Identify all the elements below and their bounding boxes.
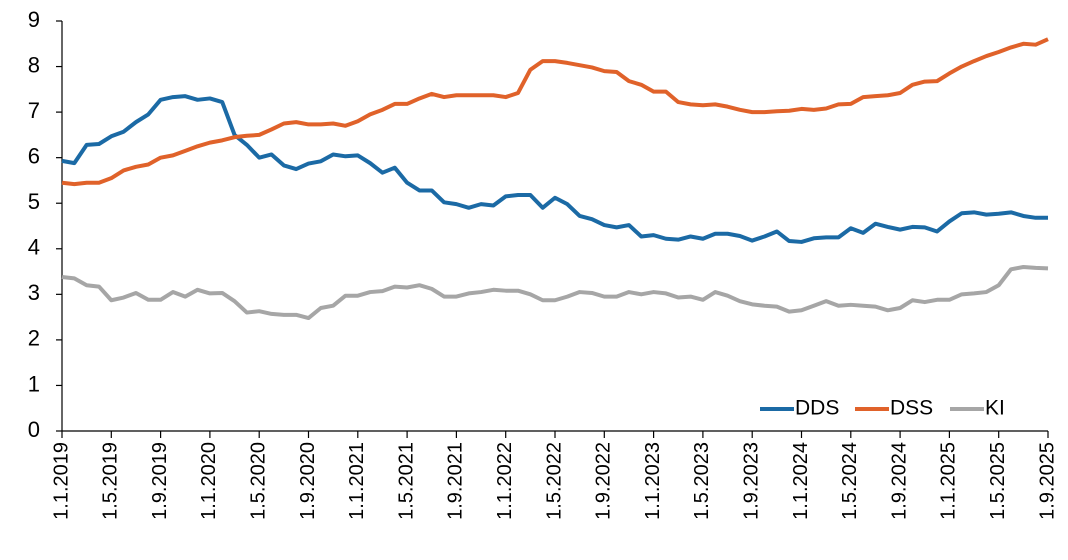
- x-tick-label: 1.9.2025: [1036, 442, 1058, 520]
- x-tick-label: 1.9.2021: [445, 442, 467, 520]
- y-tick-label: 6: [28, 143, 40, 168]
- x-tick-label: 1.1.2021: [346, 442, 368, 520]
- y-tick-label: 8: [28, 52, 40, 77]
- x-tick-label: 1.5.2021: [395, 442, 417, 520]
- x-tick-label: 1.5.2019: [100, 442, 122, 520]
- y-tick-label: 3: [28, 280, 40, 305]
- line-series: [61, 94, 1048, 244]
- x-tick-label: 1.5.2022: [543, 442, 565, 520]
- legend-label: KI: [985, 397, 1005, 420]
- x-tick-label: 1.1.2023: [642, 442, 664, 520]
- y-tick-label: 2: [28, 326, 40, 351]
- legend-label: DSS: [890, 397, 933, 420]
- x-tick-label: 1.5.2025: [987, 442, 1009, 520]
- legend-label: DDS: [795, 397, 839, 420]
- legend: DDS DSS KI: [760, 397, 1005, 420]
- x-tick-label: 1.1.2024: [790, 442, 812, 520]
- x-tick-label: 1.9.2019: [149, 442, 171, 520]
- y-tick-label: 0: [28, 417, 40, 442]
- y-tick-label: 5: [28, 189, 40, 214]
- line-series: [61, 37, 1049, 187]
- x-tick-label: 1.1.2025: [938, 442, 960, 520]
- x-tick-label: 1.9.2022: [593, 442, 615, 520]
- x-tick-label: 1.1.2019: [50, 442, 72, 520]
- y-tick-label: 1: [28, 371, 40, 396]
- line-series: [61, 265, 1049, 321]
- y-tick-label: 9: [28, 7, 40, 32]
- x-tick-label: 1.5.2024: [839, 442, 861, 520]
- y-tick-label: 7: [28, 98, 40, 123]
- x-tick-label: 1.9.2023: [740, 442, 762, 520]
- y-tick-label: 4: [28, 235, 40, 260]
- x-tick-label: 1.1.2022: [494, 442, 516, 520]
- x-tick-label: 1.9.2020: [297, 442, 319, 520]
- x-tick-label: 1.1.2020: [198, 442, 220, 520]
- x-tick-label: 1.5.2023: [691, 442, 713, 520]
- x-tick-label: 1.9.2024: [888, 442, 910, 520]
- x-tick-label: 1.5.2020: [247, 442, 269, 520]
